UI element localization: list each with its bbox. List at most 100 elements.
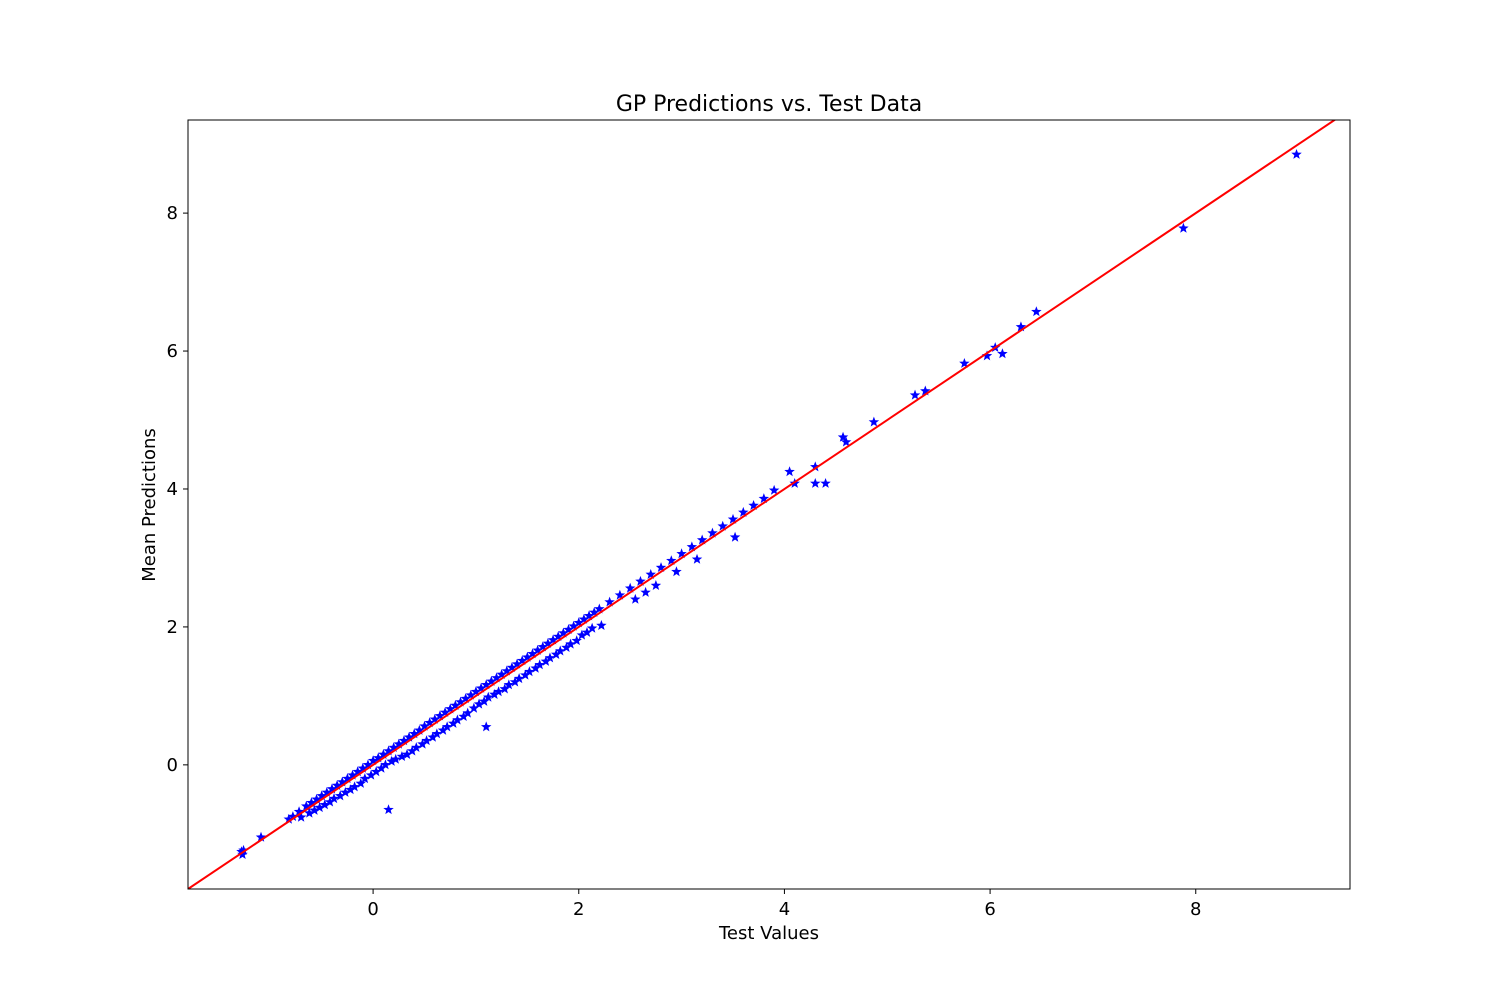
data-point xyxy=(491,672,502,683)
data-point xyxy=(640,586,651,597)
data-point xyxy=(544,652,556,663)
y-tick-label: 8 xyxy=(167,203,178,224)
data-point xyxy=(614,589,626,600)
data-point xyxy=(393,738,405,749)
data-point xyxy=(441,721,453,732)
data-point xyxy=(532,644,543,655)
data-point xyxy=(530,662,541,673)
data-point xyxy=(370,766,382,777)
data-point xyxy=(301,800,312,811)
data-point xyxy=(419,720,430,731)
y-tick-label: 2 xyxy=(167,617,178,638)
data-point xyxy=(483,691,494,702)
data-point xyxy=(295,811,307,822)
data-point xyxy=(293,806,305,817)
data-point xyxy=(462,707,473,718)
data-point xyxy=(686,541,698,552)
data-point xyxy=(431,728,443,739)
data-point xyxy=(417,738,428,749)
data-point xyxy=(319,799,330,810)
data-point xyxy=(509,676,521,687)
data-point xyxy=(283,813,295,824)
data-point xyxy=(309,804,320,815)
data-point xyxy=(388,742,399,753)
data-point xyxy=(748,500,759,510)
data-point xyxy=(383,745,394,756)
data-point xyxy=(729,531,741,542)
data-point xyxy=(555,645,566,656)
data-point xyxy=(959,357,970,368)
data-point xyxy=(424,717,435,728)
data-point xyxy=(409,728,420,739)
data-point xyxy=(365,769,377,780)
data-point xyxy=(501,665,513,676)
data-point xyxy=(352,766,363,777)
data-point xyxy=(403,731,415,742)
data-point xyxy=(558,627,569,638)
data-point xyxy=(427,731,438,742)
data-point xyxy=(588,606,600,617)
data-point xyxy=(784,466,795,477)
data-point xyxy=(499,683,510,694)
data-point xyxy=(645,569,656,579)
data-point xyxy=(324,796,336,807)
data-point xyxy=(738,506,749,517)
data-point xyxy=(573,617,584,628)
x-tick-label: 6 xyxy=(984,899,995,920)
data-point xyxy=(540,655,552,666)
data-point xyxy=(717,520,728,531)
data-point xyxy=(340,786,351,797)
data-point xyxy=(331,780,343,790)
data-point xyxy=(489,689,500,699)
x-tick-label: 2 xyxy=(573,899,584,920)
data-point xyxy=(478,695,490,706)
data-point xyxy=(342,773,353,784)
data-point xyxy=(328,793,340,804)
data-point xyxy=(534,659,545,670)
plot-area xyxy=(188,120,1337,889)
data-point xyxy=(635,575,646,586)
data-point xyxy=(311,793,322,804)
data-point xyxy=(563,624,574,635)
data-point xyxy=(810,477,821,488)
data-point xyxy=(547,634,559,645)
data-point xyxy=(707,527,718,538)
data-point xyxy=(981,350,993,361)
data-point xyxy=(868,416,880,427)
data-point xyxy=(373,752,384,763)
data-point xyxy=(237,849,248,859)
data-point xyxy=(452,714,463,725)
data-point xyxy=(671,566,682,577)
y-axis-label: Mean Predictions xyxy=(139,428,160,582)
data-point xyxy=(380,759,391,770)
data-point xyxy=(552,631,564,642)
data-point xyxy=(524,666,535,677)
data-point xyxy=(604,596,615,607)
y-axis: 0 2 4 6 8 xyxy=(167,203,188,776)
data-point xyxy=(666,555,677,566)
data-point xyxy=(444,703,456,714)
data-point xyxy=(568,620,579,631)
data-point xyxy=(696,534,708,545)
data-point xyxy=(586,622,598,633)
data-point xyxy=(550,649,562,659)
data-point xyxy=(596,620,607,630)
data-point xyxy=(345,784,356,795)
data-point xyxy=(503,679,515,690)
data-point xyxy=(448,717,459,728)
data-point xyxy=(578,613,590,624)
data-point xyxy=(1178,222,1189,233)
x-axis: 0 2 4 6 8 xyxy=(367,889,1201,920)
data-point xyxy=(396,751,408,762)
data-point xyxy=(511,658,523,669)
data-point xyxy=(386,755,397,766)
data-point xyxy=(493,686,504,697)
data-point xyxy=(460,693,471,704)
data-point xyxy=(287,811,299,822)
data-point xyxy=(414,724,425,735)
data-point xyxy=(768,484,780,495)
data-point xyxy=(470,686,482,697)
data-point xyxy=(1291,148,1302,159)
data-point xyxy=(255,831,267,842)
